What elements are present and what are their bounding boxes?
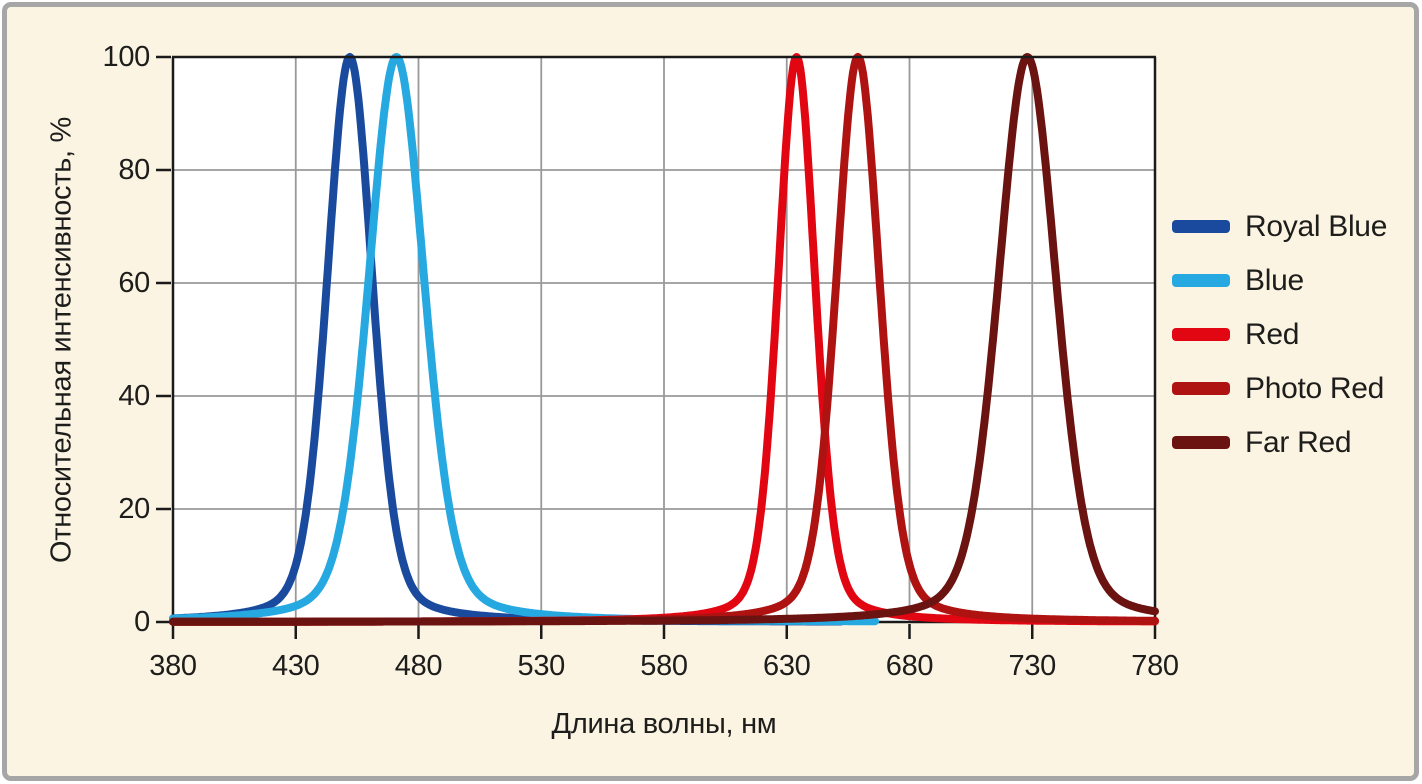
x-tick-label-530: 530 xyxy=(517,650,566,682)
legend-label-photo-red: Photo Red xyxy=(1245,372,1385,405)
legend-swatch-blue xyxy=(1172,274,1230,287)
legend-label-royal-blue: Royal Blue xyxy=(1245,210,1388,243)
legend-swatch-far-red xyxy=(1172,436,1230,449)
x-tick-label-780: 780 xyxy=(1131,650,1179,682)
legend-label-blue: Blue xyxy=(1245,264,1304,297)
x-tick-label-480: 480 xyxy=(394,650,443,682)
y-tick-label-80: 80 xyxy=(118,154,150,186)
x-tick-label-630: 630 xyxy=(763,650,811,682)
legend-swatch-red xyxy=(1172,328,1230,341)
y-tick-label-60: 60 xyxy=(118,267,150,299)
y-tick-label-0: 0 xyxy=(134,606,150,638)
y-tick-label-40: 40 xyxy=(118,380,150,412)
y-tick-label-100: 100 xyxy=(102,41,151,73)
y-axis-title: Относительная интенсивность, % xyxy=(45,116,78,564)
legend-label-far-red: Far Red xyxy=(1245,426,1352,459)
y-tick-label-20: 20 xyxy=(118,493,150,525)
x-tick-label-380: 380 xyxy=(149,650,197,682)
x-tick-label-580: 580 xyxy=(640,650,688,682)
legend-label-red: Red xyxy=(1245,318,1300,351)
legend-swatch-photo-red xyxy=(1172,382,1230,395)
x-tick-label-430: 430 xyxy=(272,650,320,682)
series-curve-far-red xyxy=(169,53,1159,626)
legend-swatch-royal-blue xyxy=(1172,220,1230,233)
x-tick-label-730: 730 xyxy=(1008,650,1057,682)
x-tick-label-680: 680 xyxy=(885,650,934,682)
x-axis-title: Длина волны, нм xyxy=(551,708,777,740)
